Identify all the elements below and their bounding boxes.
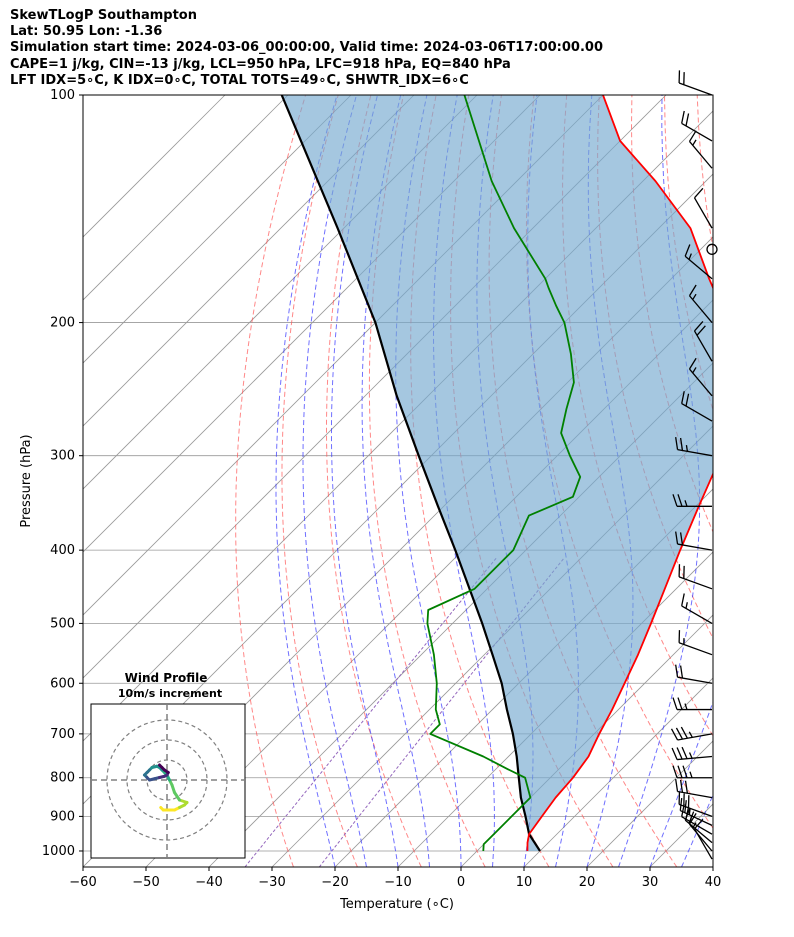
wind-barb [681, 593, 713, 624]
moist-adiabat-line [395, 95, 462, 867]
wind-barb [693, 187, 713, 229]
wind-barb [672, 494, 712, 507]
moist-adiabat-line [361, 95, 430, 867]
dry-adiabat-line [762, 95, 794, 867]
chart-title: SkewTLogP Southampton [10, 8, 197, 23]
temperature-line [526, 95, 713, 852]
wind-barb [681, 391, 713, 422]
x-tick-label: 10 [516, 875, 533, 890]
wind-barb [693, 321, 713, 362]
isotherm-line [83, 95, 352, 364]
stability-indices-2: LFT IDX=5∘C, K IDX=0∘C, TOTAL TOTS=49∘C,… [10, 73, 469, 88]
hodograph-frame [90, 703, 246, 859]
dewpoint-line [426, 95, 582, 852]
moist-adiabat-line [275, 95, 338, 867]
wind-barb [675, 531, 713, 551]
moist-adiabat-line [712, 865, 713, 867]
y-tick-label: 500 [50, 616, 75, 631]
wind-barb [672, 765, 712, 779]
dry-adiabat-line [326, 95, 422, 867]
y-tick-label: 200 [50, 316, 75, 331]
x-tick-label: −50 [132, 875, 159, 890]
wind-barb [681, 110, 713, 142]
wind-barb [688, 357, 713, 397]
wind-barb [688, 284, 713, 323]
dry-adiabat-line [281, 95, 358, 867]
moist-adiabat-line [618, 95, 701, 867]
moist-adiabat-line [331, 95, 399, 867]
wind-barb [678, 70, 713, 96]
hodograph-trace-segment [158, 763, 164, 769]
parcel-profile-line [280, 95, 541, 852]
isotherm-line [523, 677, 713, 867]
wind-barb [672, 697, 712, 711]
isotherm-line [334, 488, 713, 867]
y-tick-label: 1000 [42, 844, 75, 859]
wind-barb [670, 726, 713, 741]
wind-barb [679, 797, 713, 826]
wind-barb [671, 746, 713, 761]
wind-barb [675, 437, 713, 457]
wind-barb [675, 778, 713, 799]
y-axis-label: Pressure (hPa) [19, 434, 34, 527]
cape-shaded-area [281, 95, 713, 851]
hodograph-subtitle: 10m/s increment [118, 687, 222, 700]
x-tick-label: −10 [384, 875, 411, 890]
y-tick-label: 100 [50, 88, 75, 103]
wind-barbs [670, 70, 718, 860]
y-tick-label: 900 [50, 809, 75, 824]
x-tick-label: 0 [457, 875, 465, 890]
y-tick-label: 600 [50, 676, 75, 691]
stability-indices-1: CAPE=1 j/kg, CIN=-13 j/kg, LCL=950 hPa, … [10, 57, 511, 72]
isotherm-line [712, 866, 713, 867]
x-tick-label: 30 [642, 875, 659, 890]
wind-barb [675, 664, 713, 684]
hodograph-title: Wind Profile [125, 671, 208, 685]
dry-adiabat-line [696, 95, 713, 251]
y-tick-label: 700 [50, 727, 75, 742]
moist-adiabat-line [649, 700, 713, 867]
dry-adiabat-line [730, 95, 794, 867]
x-tick-label: −20 [321, 875, 348, 890]
x-tick-label: −60 [69, 875, 96, 890]
axes: −60 −50 −40 −30 −20 −10 0 10 20 30 40 100 200 300 400 5… [42, 88, 721, 890]
sounding-traces [280, 95, 713, 852]
hodograph-trace-segment [173, 791, 181, 802]
moist-adiabat-line [302, 95, 367, 867]
isotherm-line [83, 95, 415, 427]
x-tick-label: 20 [579, 875, 596, 890]
wind-barb [678, 791, 713, 818]
wind-barb [678, 564, 713, 590]
hodograph-inset: Wind Profile 10m/s increment [90, 671, 246, 859]
dry-adiabat-line [235, 95, 307, 867]
wind-barb [706, 243, 718, 255]
x-axis-label: Temperature (∘C) [339, 897, 454, 912]
location-coordinates: Lat: 50.95 Lon: -1.36 [10, 24, 163, 39]
mixing-ratio-line [244, 557, 497, 867]
x-tick-label: −40 [195, 875, 222, 890]
wind-barb [684, 244, 713, 280]
x-tick-label: −30 [258, 875, 285, 890]
x-tick-label: 40 [705, 875, 722, 890]
isotherm-line [83, 95, 289, 301]
y-tick-label: 400 [50, 543, 75, 558]
dry-adiabat-line [368, 95, 486, 867]
simulation-times: Simulation start time: 2024-03-06_00:00:… [10, 40, 603, 55]
wind-barb [688, 130, 713, 169]
y-tick-label: 800 [50, 771, 75, 786]
wind-barb [678, 630, 713, 656]
isotherm-line [83, 95, 226, 238]
y-tick-label: 300 [50, 449, 75, 464]
